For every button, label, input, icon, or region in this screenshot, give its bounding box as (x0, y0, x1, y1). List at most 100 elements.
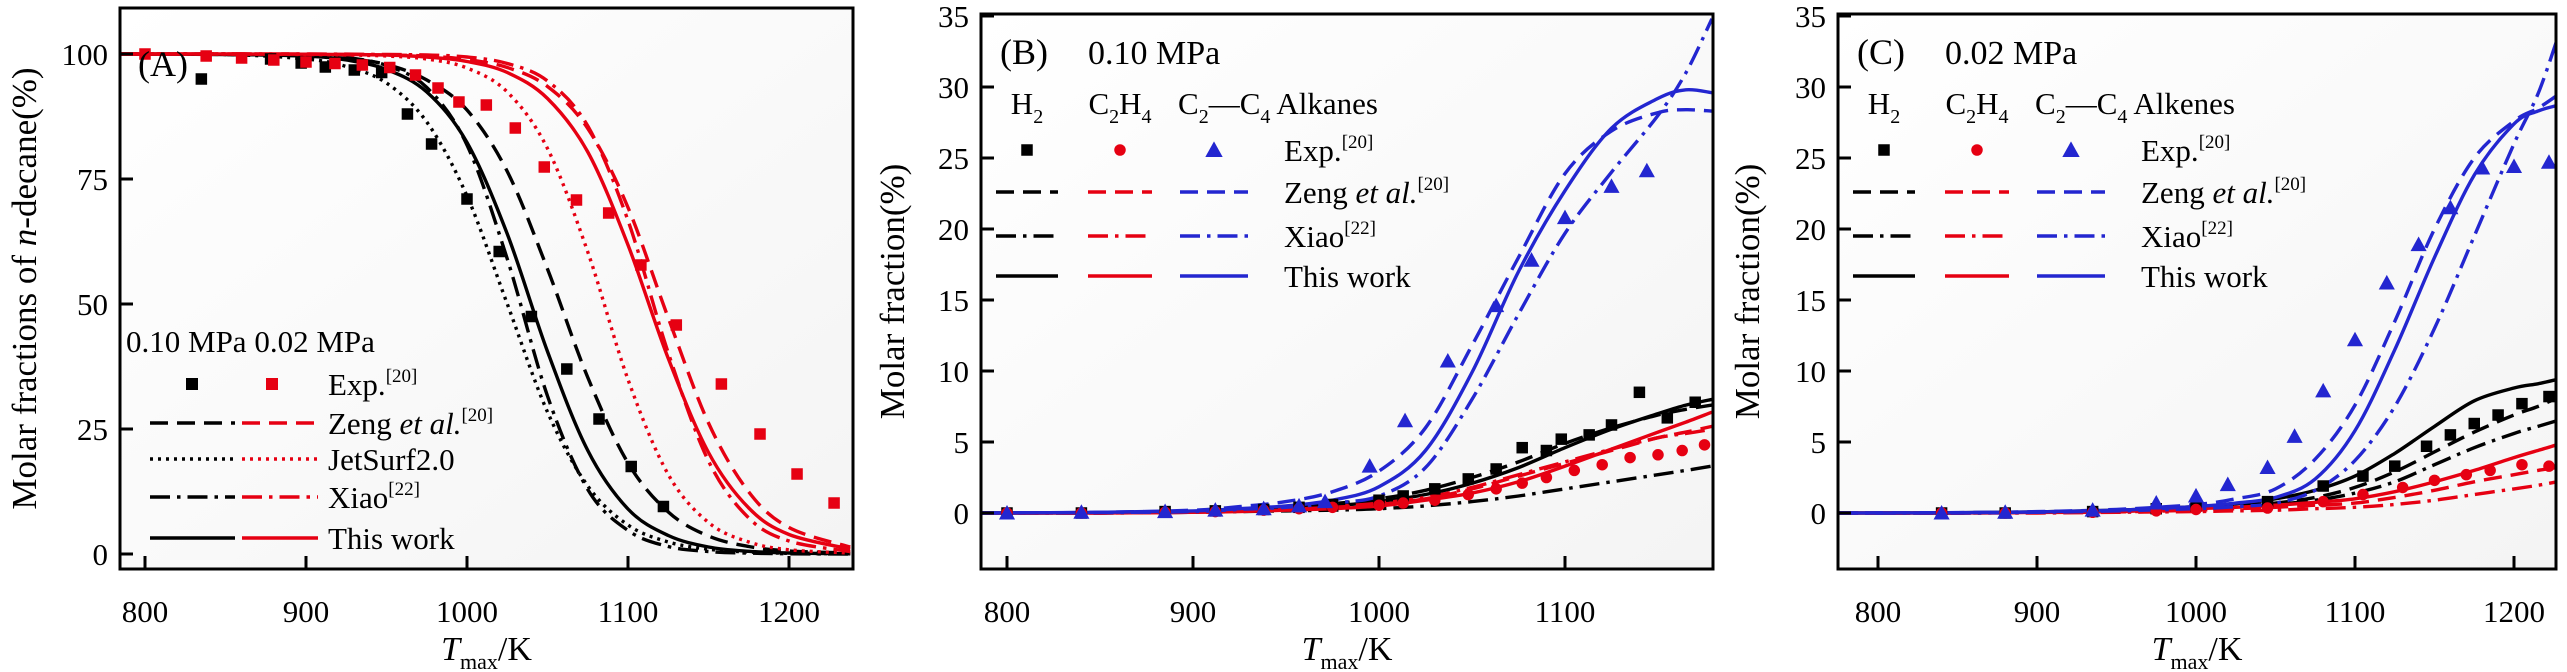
triangle-marker (2286, 428, 2303, 443)
triangle-marker (2148, 495, 2165, 510)
legend-label: Zeng et al.[20] (1284, 174, 1449, 210)
plot-frame (118, 6, 855, 571)
circle-marker (2317, 495, 2329, 508)
triangle-marker (1290, 497, 1308, 513)
square-marker (1021, 144, 1033, 156)
legend-label: This work (1284, 259, 1411, 294)
y-tick-label: 10 (938, 354, 969, 389)
square-marker (480, 99, 493, 111)
square-marker (525, 310, 538, 323)
triangle-marker (2505, 158, 2523, 174)
triangle-marker (2410, 236, 2427, 252)
square-marker (1462, 473, 1475, 485)
square-marker (348, 64, 361, 76)
y-tick-label: 25 (1795, 141, 1826, 176)
triangle-marker (1073, 504, 1090, 519)
square-marker (268, 54, 280, 66)
series-exp-alkanes (998, 162, 1655, 520)
triangle-marker (1317, 493, 1334, 509)
triangle-marker (1439, 353, 1456, 368)
y-tick-label: 15 (1795, 283, 1826, 318)
circle-marker (1596, 458, 1608, 471)
square-marker (635, 259, 647, 271)
square-marker (2444, 429, 2457, 441)
circle-marker (1429, 494, 1441, 506)
square-marker (235, 52, 248, 64)
square-marker (1605, 419, 1618, 431)
panel-label: (B) (1000, 32, 1048, 72)
y-tick-label: 100 (62, 37, 109, 72)
triangle-marker (2474, 159, 2491, 175)
y-axis-label: Molar fractions of n-decane(%) (5, 67, 44, 509)
series-thiswork-alkenes (1838, 103, 2556, 515)
legend-label: Zeng et al.[20] (2141, 174, 2306, 210)
square-marker (453, 96, 465, 108)
square-marker (1397, 490, 1409, 502)
x-tick-label: 1100 (1535, 594, 1596, 629)
triangle-marker (1603, 178, 1620, 193)
square-marker (791, 468, 803, 480)
x-tick-label: 1000 (436, 594, 498, 629)
circle-marker (2261, 502, 2274, 514)
circle-marker (2396, 481, 2409, 494)
y-tick-label: 25 (938, 141, 969, 176)
square-marker (657, 500, 670, 513)
plot-area (981, 14, 1713, 569)
panel-a-chart: 800 900 1000 1100 1200 0 25 50 75 100 Tmax/K Molar … (5, 6, 855, 672)
triangle-marker (1638, 162, 1655, 178)
y-tick-label: 5 (1811, 425, 1827, 460)
square-marker (625, 460, 637, 473)
square-marker (1555, 433, 1568, 445)
square-marker (2357, 470, 2369, 482)
square-marker (401, 108, 414, 120)
square-marker (319, 61, 332, 73)
legend-label: Zeng et al.[20] (328, 405, 493, 441)
square-marker (409, 69, 422, 81)
series-thiswork-alkanes (981, 87, 1713, 515)
square-marker (602, 207, 615, 219)
triangle-marker (998, 504, 1016, 520)
triangle-marker (1207, 502, 1224, 517)
y-tick-label: 20 (1795, 212, 1826, 247)
series-thiswork-0.10MPa (120, 52, 851, 556)
plot-frame (979, 12, 1715, 571)
square-marker (593, 413, 605, 425)
x-tick-label: 900 (1170, 594, 1217, 629)
y-axis-label: Molar fraction(%) (873, 164, 912, 420)
square-marker (2261, 495, 2274, 508)
legend: H2 C2H4 C2—C4 Alkenes Exp.[20] Zeng et al.[2… (1853, 86, 2306, 294)
square-marker (715, 378, 728, 390)
square-marker (1633, 386, 1646, 399)
square-marker (266, 378, 278, 390)
square-marker (2317, 480, 2329, 492)
y-tick-label: 5 (954, 425, 970, 460)
legend: H2 C2H4 C2—C4 Alkanes Exp.[20] Zeng et al.[2… (996, 86, 1449, 294)
legend-species-label: C2H4 (1088, 86, 1151, 128)
legend-label: Exp.[20] (1284, 132, 1373, 168)
panel-b-chart: 800 900 1000 1100 0 5 10 15 20 25 30 35 Tmax/K Molar … (873, 0, 1715, 672)
legend-species-label: H2 (1868, 86, 1900, 128)
panel-c-chart: 800 900 1000 1100 1200 0 5 10 15 20 25 30 35 Tmax/K Mo… (1728, 0, 2558, 672)
series-zeng-alkanes (981, 107, 1712, 515)
square-marker (356, 59, 369, 71)
square-marker (1661, 412, 1674, 424)
x-tick-label: 1200 (2483, 594, 2545, 629)
square-marker (195, 73, 208, 85)
square-marker (2492, 409, 2504, 421)
square-marker (300, 56, 312, 68)
triangle-marker (2346, 331, 2364, 347)
legend-label: Xiao[22] (1284, 218, 1376, 254)
circle-marker (1971, 144, 1983, 156)
circle-marker (2190, 503, 2202, 516)
y-tick-label: 20 (938, 212, 969, 247)
triangle-marker (2315, 382, 2332, 398)
circle-marker (1462, 488, 1475, 501)
circle-marker (1568, 464, 1581, 477)
circle-marker (1698, 439, 1711, 451)
legend-label: Xiao[22] (2141, 218, 2233, 254)
square-marker (2468, 417, 2480, 430)
square-marker (186, 378, 198, 390)
y-tick-label: 75 (77, 162, 108, 197)
square-marker (493, 245, 505, 258)
series-jetsurf-0.10MPa (120, 52, 851, 556)
